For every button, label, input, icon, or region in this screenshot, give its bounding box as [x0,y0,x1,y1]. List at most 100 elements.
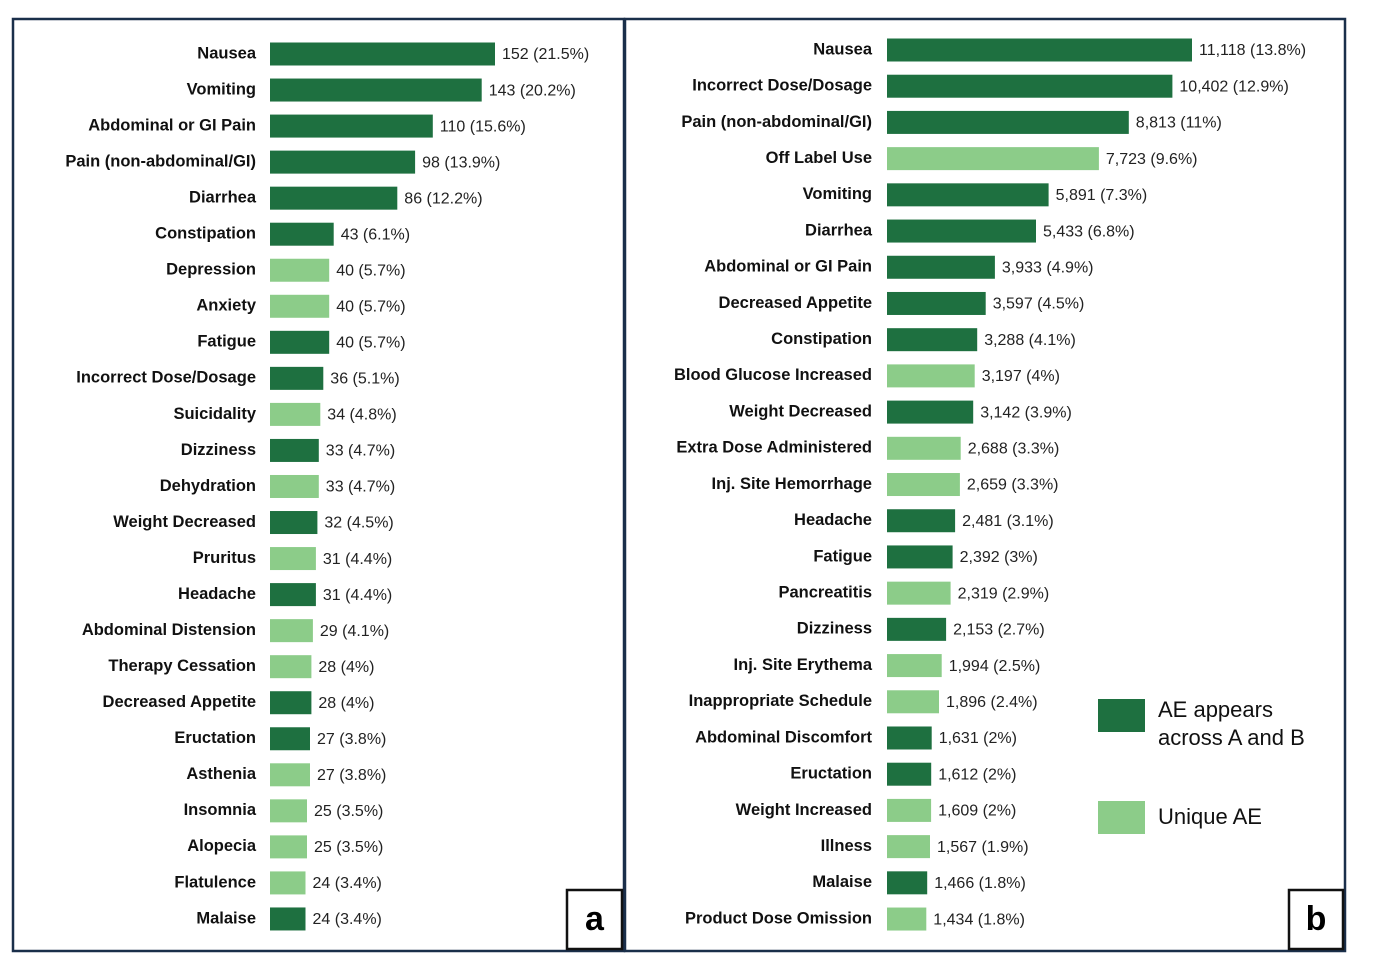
panel-b-category-label: Fatigue [813,547,872,565]
panel-a-value-label: 28 (4%) [318,659,374,676]
panel-b-value-label: 1,896 (2.4%) [946,694,1038,711]
panel-a-category-label: Flatulence [174,873,256,891]
panel-a-value-label: 25 (3.5%) [314,839,383,856]
panel-b-value-label: 3,142 (3.9%) [980,404,1072,421]
panel-a-value-label: 33 (4.7%) [326,443,395,460]
legend-unique-swatch [1098,801,1145,834]
panel-a-value-label: 40 (5.7%) [336,335,405,352]
panel-b-bar [887,617,947,641]
panel-b-bar [887,110,1129,134]
panel-a-bar [270,258,330,282]
panel-b-category-label: Abdominal Discomfort [695,728,872,746]
panel-a-category-label: Nausea [197,44,257,62]
panel-b-bar [887,291,986,315]
panel-a-bar [270,402,321,426]
panel-a-category-label: Abdominal or GI Pain [88,116,256,134]
panel-a-category-label: Headache [178,585,256,603]
panel-a-bar [270,186,398,210]
panel-b-category-label: Pancreatitis [778,584,872,602]
panel-b-bar [887,328,978,352]
panel-a-category-label: Anxiety [196,297,256,315]
panel-b-category-label: Weight Increased [736,801,872,819]
panel-a-bar [270,42,495,66]
panel-b-bar [887,219,1036,243]
panel-a-category-label: Abdominal Distension [82,621,256,639]
panel-a-bar [270,583,316,607]
panel-a-value-label: 31 (4.4%) [323,551,392,568]
panel-a-letter: a [585,900,605,938]
panel-b-category-label: Extra Dose Administered [676,439,872,457]
panel-b-bar [887,436,961,460]
panel-b-value-label: 2,319 (2.9%) [958,585,1050,602]
panel-b-category-label: Inappropriate Schedule [689,692,872,710]
panel-b-bar [887,473,960,497]
panel-b-value-label: 2,659 (3.3%) [967,477,1059,494]
panel-b-bar [887,907,927,931]
panel-b-value-label: 3,288 (4.1%) [984,332,1076,349]
panel-b-chart: Nausea 11,118 (13.8%) Incorrect Dose/Dosag… [674,38,1306,931]
panel-b-bar [887,690,939,714]
panel-b-category-label: Illness [821,837,872,855]
panel-b-value-label: 3,933 (4.9%) [1002,259,1094,276]
panel-b-category-label: Blood Glucose Increased [674,366,872,384]
panel-a-category-label: Incorrect Dose/Dosage [76,369,256,387]
panel-b-value-label: 2,481 (3.1%) [962,513,1054,530]
panel-b-value-label: 11,118 (13.8%) [1199,42,1306,59]
panel-a-category-label: Pruritus [193,549,256,567]
panel-a-category-label: Diarrhea [189,189,257,207]
panel-a-bar [270,547,316,571]
panel-a-bar [270,655,312,679]
panel-b-category-label: Inj. Site Erythema [734,656,873,674]
panel-a-bar [270,619,313,643]
panel-b-value-label: 3,197 (4%) [982,368,1060,385]
panel-b-bar [887,762,932,786]
panel-b-bar [887,835,930,859]
panel-b-category-label: Nausea [813,40,873,58]
panel-b-value-label: 2,153 (2.7%) [953,622,1045,639]
panel-a-bar [270,835,307,859]
panel-b-category-label: Decreased Appetite [719,294,872,312]
panel-b-value-label: 1,466 (1.8%) [934,875,1026,892]
panel-b-bar [887,581,951,605]
panel-a-value-label: 152 (21.5%) [502,46,589,63]
panel-a-value-label: 29 (4.1%) [320,623,389,640]
panel-b-value-label: 1,994 (2.5%) [949,658,1041,675]
panel-b-category-label: Dizziness [797,620,872,638]
panel-a-bar [270,150,416,174]
panel-a-value-label: 31 (4.4%) [323,587,392,604]
panel-a-value-label: 24 (3.4%) [313,911,382,928]
panel-b-value-label: 5,433 (6.8%) [1043,223,1135,240]
panel-a-value-label: 98 (13.9%) [422,154,500,171]
panel-a-bar [270,366,324,390]
panel-b-value-label: 3,597 (4.5%) [993,296,1085,313]
panel-a-value-label: 143 (20.2%) [489,82,576,99]
panel-b-value-label: 8,813 (11%) [1136,115,1222,132]
panel-b-value-label: 2,392 (3%) [960,549,1038,566]
panel-b-category-label: Inj. Site Hemorrhage [712,475,872,493]
panel-a-category-label: Alopecia [187,837,257,855]
panel-b-bar [887,38,1192,62]
panel-b-bar [887,798,932,822]
panel-a-bar [270,474,319,498]
panel-b-bar [887,400,974,424]
panel-a-value-label: 24 (3.4%) [313,875,382,892]
legend-unique-label: Unique AE [1158,804,1262,829]
panel-a-category-label: Dehydration [160,477,256,495]
legend: AE appears across A and B Unique AE [1098,697,1305,834]
legend-shared-label-line2: across A and B [1158,725,1305,750]
panel-a-value-label: 33 (4.7%) [326,479,395,496]
panel-b-bar [887,255,995,279]
panel-b-category-label: Diarrhea [805,221,873,239]
panel-b-value-label: 1,609 (2%) [938,803,1016,820]
panel-a-category-label: Vomiting [187,80,256,98]
panel-a-bar [270,294,330,318]
panel-b-category-label: Constipation [771,330,872,348]
panel-b-value-label: 1,434 (1.8%) [933,911,1025,928]
panel-a-value-label: 25 (3.5%) [314,803,383,820]
panel-a-category-label: Asthenia [186,765,257,783]
panel-a-category-label: Decreased Appetite [103,693,256,711]
panel-a-bar [270,871,306,895]
panel-b-bar [887,509,956,533]
panel-b-value-label: 1,612 (2%) [938,766,1016,783]
